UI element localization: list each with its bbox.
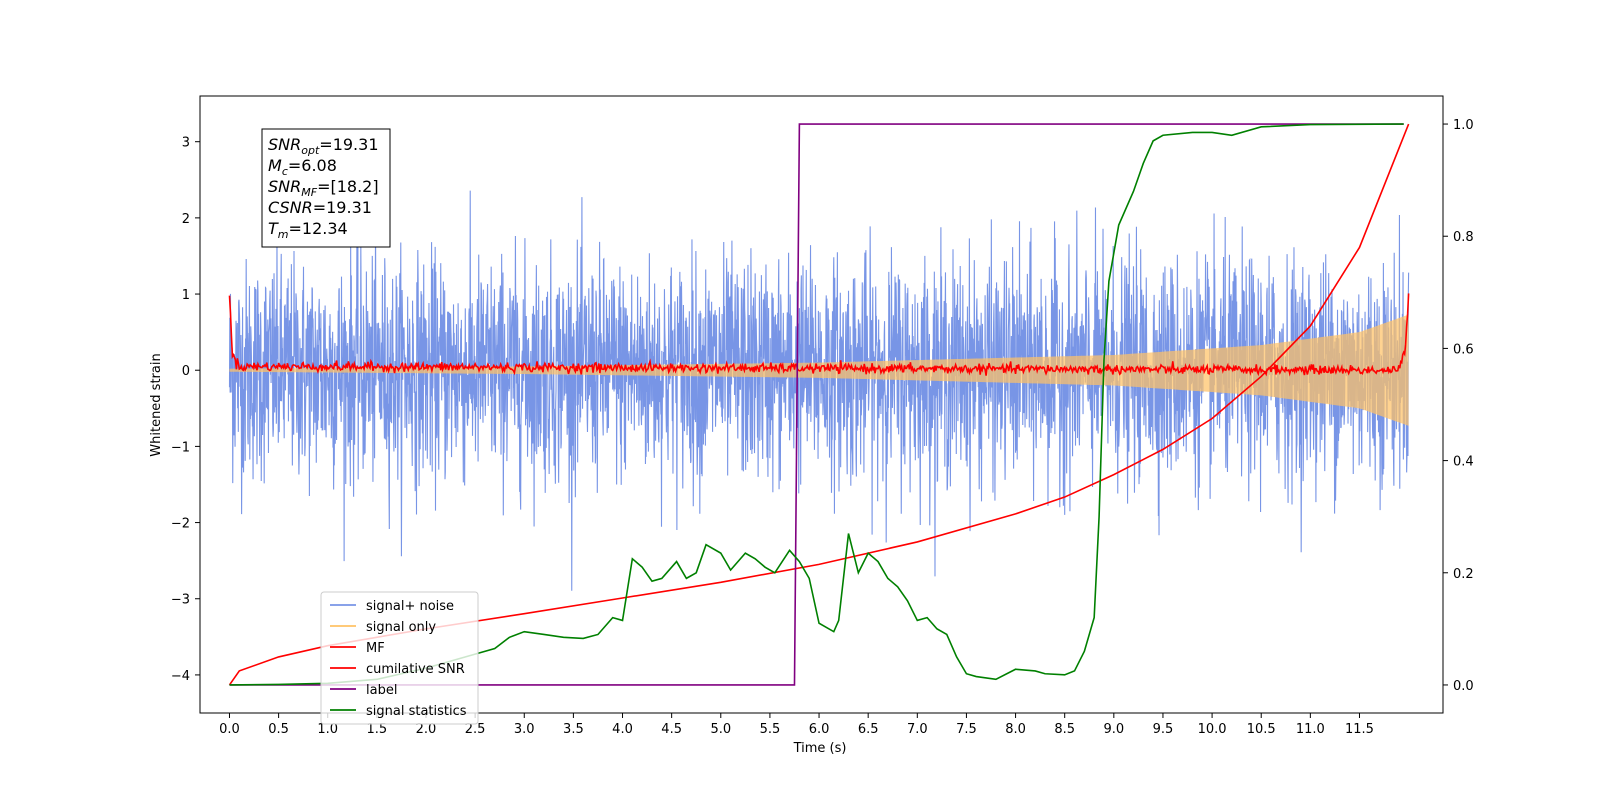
y-right-tick-label: 0.6 [1453, 342, 1474, 357]
x-tick-label: 4.5 [661, 722, 682, 737]
x-tick-label: 5.0 [710, 722, 731, 737]
legend-frame [320, 591, 479, 725]
legend-label-signal-statistics: signal statistics [366, 704, 467, 719]
x-tick-label: 5.5 [760, 722, 781, 737]
y-axis-right: 1.0 0.8 0.6 0.4 0.2 0.0 [1443, 118, 1474, 694]
legend-label-mf: MF [366, 641, 385, 656]
y-axis-left: 3 2 1 0 −1 −2 −3 −4 [171, 136, 200, 684]
x-tick-label: 8.0 [1005, 722, 1026, 737]
x-axis: 0.0 0.5 1.0 1.5 2.0 2.5 3.0 3.5 4.0 4.5 5.0 5.5 6.0 6… [219, 713, 1374, 737]
info-box-line: CSNR=19.31 [268, 198, 372, 217]
y-left-tick-label: −1 [171, 440, 190, 455]
legend: signal+ noise signal only MF cumilative SNR… [320, 591, 479, 725]
x-tick-label: 9.0 [1103, 722, 1124, 737]
x-tick-label: 3.0 [514, 722, 535, 737]
y-right-tick-label: 0.2 [1453, 567, 1474, 582]
x-tick-label: 6.5 [858, 722, 879, 737]
info-box-frame [261, 128, 391, 248]
x-tick-label: 6.0 [809, 722, 830, 737]
y-left-tick-label: −2 [171, 517, 190, 532]
series-mf [228, 293, 1410, 377]
series-signal-statistics [229, 123, 1404, 686]
x-tick-label: 10.0 [1198, 722, 1227, 737]
plot-frame [199, 95, 1444, 714]
x-tick-label: 8.5 [1054, 722, 1075, 737]
series-signal-noise [228, 190, 1410, 591]
y-left-tick-label: 1 [182, 288, 190, 303]
legend-label-label: label [366, 683, 397, 698]
x-tick-label: 2.5 [465, 722, 486, 737]
info-box-line: Mc=6.08 [268, 156, 337, 178]
y-axis-label: Whitened strain [149, 353, 164, 456]
x-tick-label: 7.5 [956, 722, 977, 737]
y-left-tick-label: 0 [182, 364, 190, 379]
legend-label-cumilative-snr: cumilative SNR [366, 662, 465, 677]
y-right-tick-label: 0.8 [1453, 230, 1474, 245]
y-left-tick-label: −3 [171, 593, 190, 608]
x-tick-label: 0.0 [219, 722, 240, 737]
x-tick-label: 2.0 [416, 722, 437, 737]
x-tick-label: 7.0 [907, 722, 928, 737]
info-box-line: SNRopt=19.31 [268, 135, 379, 157]
series-label [229, 123, 1404, 686]
y-right-tick-label: 1.0 [1453, 118, 1474, 133]
x-tick-label: 11.0 [1296, 722, 1325, 737]
info-box-line: SNRMF=[18.2] [268, 177, 379, 199]
x-tick-label: 1.5 [367, 722, 388, 737]
x-tick-label: 11.5 [1345, 722, 1374, 737]
x-axis-label: Time (s) [793, 741, 847, 756]
x-tick-label: 1.0 [317, 722, 338, 737]
x-tick-label: 3.5 [563, 722, 584, 737]
legend-label-signal-noise: signal+ noise [366, 599, 454, 614]
y-left-tick-label: 2 [182, 212, 190, 227]
y-left-tick-label: −4 [171, 669, 190, 684]
info-box: SNRopt=19.31Mc=6.08SNRMF=[18.2]CSNR=19.3… [261, 128, 391, 248]
y-right-tick-label: 0.4 [1453, 455, 1474, 470]
x-tick-label: 0.5 [268, 722, 289, 737]
info-box-line: Tm=12.34 [268, 219, 348, 241]
x-tick-label: 10.5 [1247, 722, 1276, 737]
x-tick-label: 9.5 [1153, 722, 1174, 737]
legend-label-signal-only: signal only [366, 620, 436, 635]
x-tick-label: 4.0 [612, 722, 633, 737]
y-left-tick-label: 3 [182, 136, 190, 151]
y-right-tick-label: 0.0 [1453, 679, 1474, 694]
